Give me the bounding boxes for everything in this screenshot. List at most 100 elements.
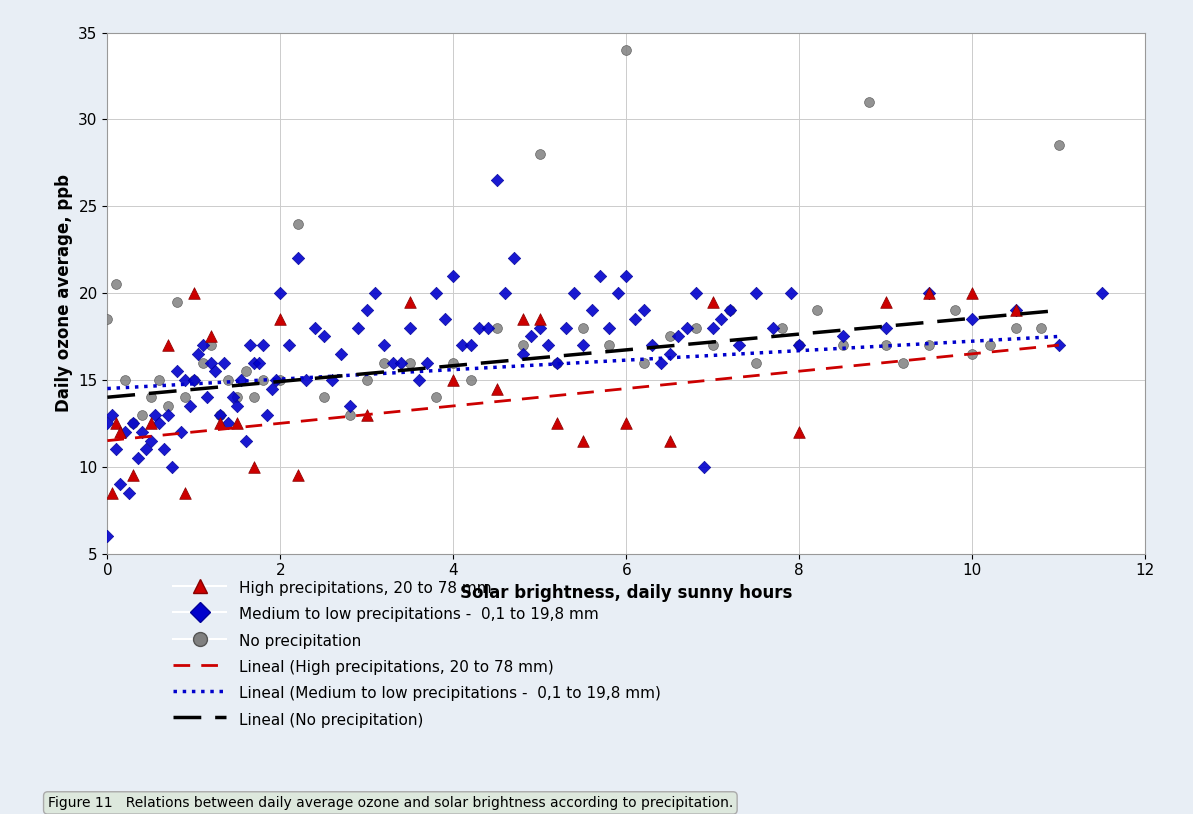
Point (470, 322, 489, 335)
Point (228, 417, 247, 430)
Point (266, 374, 285, 387)
Point (184, 287, 203, 300)
Point (521, 330, 540, 343)
Point (202, 330, 221, 343)
Point (289, 469, 308, 482)
Point (141, 417, 160, 430)
Point (600, 339, 619, 352)
Point (427, 391, 446, 404)
Point (530, 322, 549, 335)
Point (332, 348, 351, 361)
Point (963, 313, 982, 326)
Point (660, 330, 679, 343)
Point (1093, 287, 1112, 300)
Point (137, 443, 156, 456)
Point (764, 322, 783, 335)
Point (747, 356, 766, 369)
Point (608, 287, 628, 300)
Point (704, 339, 723, 352)
Point (539, 339, 558, 352)
Point (146, 408, 165, 421)
Point (617, 269, 636, 282)
Point (115, 426, 134, 439)
Point (1006, 304, 1025, 317)
Point (215, 356, 234, 369)
Point (496, 287, 515, 300)
Point (877, 339, 896, 352)
Point (530, 313, 549, 326)
Point (358, 374, 377, 387)
Point (409, 374, 428, 387)
Point (790, 339, 809, 352)
Point (548, 356, 567, 369)
Text: Figure 11   Relations between daily average ozone and solar brightness according: Figure 11 Relations between daily averag… (48, 796, 733, 810)
Point (111, 478, 130, 491)
Point (124, 417, 143, 430)
Point (530, 147, 549, 160)
Point (236, 434, 255, 447)
Point (159, 400, 178, 413)
Point (202, 339, 221, 352)
Point (704, 295, 723, 309)
Point (391, 356, 410, 369)
Point (946, 304, 965, 317)
Point (383, 356, 402, 369)
Point (98, 313, 117, 326)
Point (358, 304, 377, 317)
Point (132, 426, 152, 439)
Point (150, 374, 169, 387)
Point (859, 95, 878, 108)
Point (167, 295, 186, 309)
Point (1050, 139, 1069, 152)
Point (271, 287, 290, 300)
Point (487, 382, 506, 395)
Point (591, 269, 610, 282)
Point (297, 374, 316, 387)
Point (1006, 304, 1025, 317)
Point (617, 417, 636, 430)
Point (444, 356, 463, 369)
Point (115, 374, 134, 387)
Point (712, 313, 731, 326)
Point (643, 339, 662, 352)
Point (103, 408, 122, 421)
Point (119, 486, 138, 499)
Point (184, 374, 203, 387)
Point (790, 426, 809, 439)
Point (228, 400, 247, 413)
Point (877, 322, 896, 335)
Point (180, 400, 199, 413)
Point (1006, 322, 1025, 335)
Point (366, 287, 385, 300)
Point (258, 408, 277, 421)
Point (132, 408, 152, 421)
Point (197, 391, 216, 404)
Point (262, 382, 282, 395)
Point (322, 374, 341, 387)
Point (478, 322, 497, 335)
Point (877, 295, 896, 309)
Point (348, 322, 367, 335)
Point (193, 339, 212, 352)
Point (124, 417, 143, 430)
X-axis label: Solar brightness, daily sunny hours: Solar brightness, daily sunny hours (460, 584, 792, 602)
Point (635, 304, 654, 317)
Point (920, 339, 939, 352)
Point (236, 365, 255, 378)
Point (635, 356, 654, 369)
Point (254, 374, 273, 387)
Point (167, 365, 186, 378)
Point (574, 322, 593, 335)
Point (427, 287, 446, 300)
Point (790, 339, 809, 352)
Point (660, 348, 679, 361)
Point (773, 322, 792, 335)
Point (162, 460, 181, 473)
Point (686, 322, 705, 335)
Point (460, 339, 480, 352)
Point (894, 356, 913, 369)
Point (556, 322, 575, 335)
Point (175, 374, 194, 387)
Point (245, 356, 264, 369)
Point (210, 417, 229, 430)
